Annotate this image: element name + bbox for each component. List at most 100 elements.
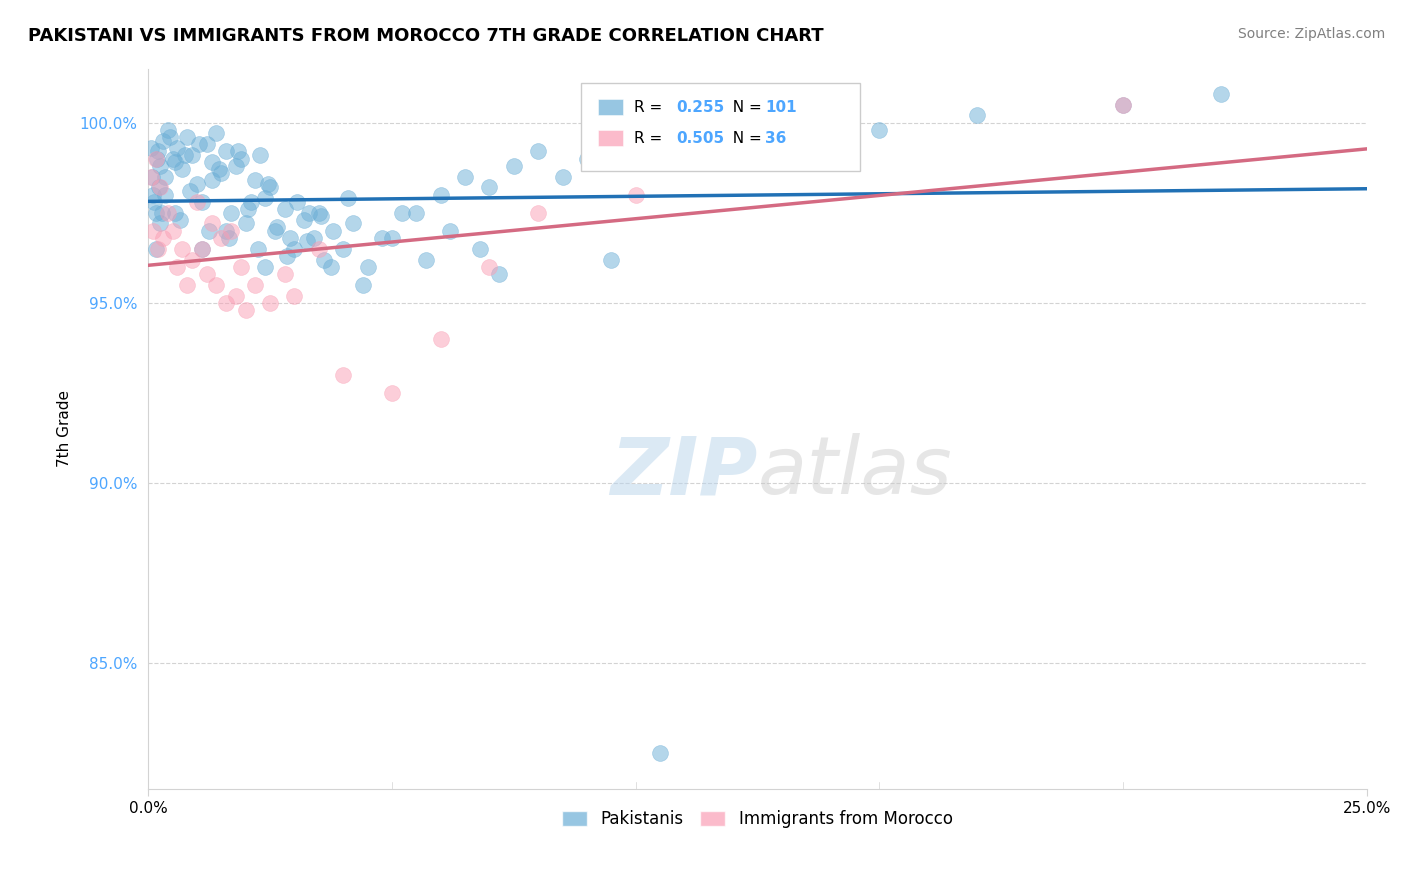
Point [188, 137, 211, 152]
Point [405, 205, 427, 219]
Point [162, 224, 184, 238]
Point [311, 209, 333, 223]
Point [142, 187, 165, 202]
Point [259, 180, 281, 194]
Point [276, 249, 298, 263]
Point [868, 122, 890, 136]
Point [356, 260, 378, 274]
Point [381, 385, 404, 400]
Point [352, 277, 374, 292]
Point [415, 252, 437, 267]
Point [205, 127, 228, 141]
Point [381, 231, 404, 245]
Point [143, 194, 166, 209]
Point [166, 141, 188, 155]
Text: atlas: atlas [758, 434, 952, 511]
Y-axis label: 7th Grade: 7th Grade [58, 391, 72, 467]
Point [527, 145, 550, 159]
Point [172, 162, 194, 177]
Point [454, 169, 477, 184]
Point [274, 267, 297, 281]
Point [551, 169, 574, 184]
Point [200, 217, 222, 231]
Point [149, 217, 172, 231]
Point [181, 148, 204, 162]
Point [245, 173, 267, 187]
Point [332, 242, 354, 256]
Point [191, 194, 214, 209]
Point [150, 205, 173, 219]
Point [145, 152, 167, 166]
Point [278, 231, 301, 245]
Point [283, 288, 305, 302]
Point [229, 260, 252, 274]
Legend: Pakistanis, Immigrants from Morocco: Pakistanis, Immigrants from Morocco [555, 804, 959, 835]
Point [274, 202, 297, 216]
Text: Source: ZipAtlas.com: Source: ZipAtlas.com [1237, 27, 1385, 41]
Point [259, 295, 281, 310]
Point [721, 134, 744, 148]
Point [600, 252, 623, 267]
Text: 36: 36 [765, 131, 786, 145]
Text: 101: 101 [765, 100, 796, 114]
Point [172, 242, 194, 256]
Point [228, 145, 250, 159]
Point [191, 242, 214, 256]
Point [575, 152, 598, 166]
Point [249, 148, 271, 162]
Point [468, 242, 491, 256]
Point [236, 202, 259, 216]
Point [198, 224, 221, 238]
Point [1112, 97, 1135, 112]
Point [179, 184, 201, 198]
Point [155, 187, 177, 202]
Point [391, 205, 413, 219]
Point [209, 231, 232, 245]
Point [169, 212, 191, 227]
Point [152, 231, 174, 245]
Point [488, 267, 510, 281]
Point [229, 152, 252, 166]
Point [292, 212, 315, 227]
Point [191, 242, 214, 256]
Point [215, 295, 238, 310]
Point [195, 267, 218, 281]
Point [225, 159, 247, 173]
Point [208, 162, 231, 177]
Point [162, 152, 184, 166]
Point [163, 155, 186, 169]
Text: R =: R = [634, 131, 668, 145]
Point [186, 194, 208, 209]
Point [156, 205, 179, 219]
Text: ZIP: ZIP [610, 434, 758, 511]
Text: 0.255: 0.255 [676, 100, 724, 114]
Point [966, 108, 988, 122]
Point [342, 217, 364, 231]
Point [200, 173, 222, 187]
Point [235, 302, 257, 317]
Point [155, 169, 177, 184]
Point [209, 166, 232, 180]
Point [319, 260, 342, 274]
Point [478, 180, 501, 194]
Point [166, 260, 188, 274]
Point [173, 148, 195, 162]
Point [266, 220, 288, 235]
Point [254, 260, 277, 274]
Point [205, 277, 228, 292]
Point [176, 277, 198, 292]
Point [502, 159, 524, 173]
Point [322, 224, 344, 238]
Point [142, 224, 165, 238]
Point [219, 224, 242, 238]
Point [149, 180, 172, 194]
Point [148, 180, 170, 194]
Point [139, 169, 162, 184]
Point [186, 177, 208, 191]
Point [624, 134, 647, 148]
Point [163, 205, 186, 219]
Point [371, 231, 394, 245]
Text: 0.505: 0.505 [676, 131, 724, 145]
Point [218, 231, 240, 245]
Point [1209, 87, 1232, 101]
